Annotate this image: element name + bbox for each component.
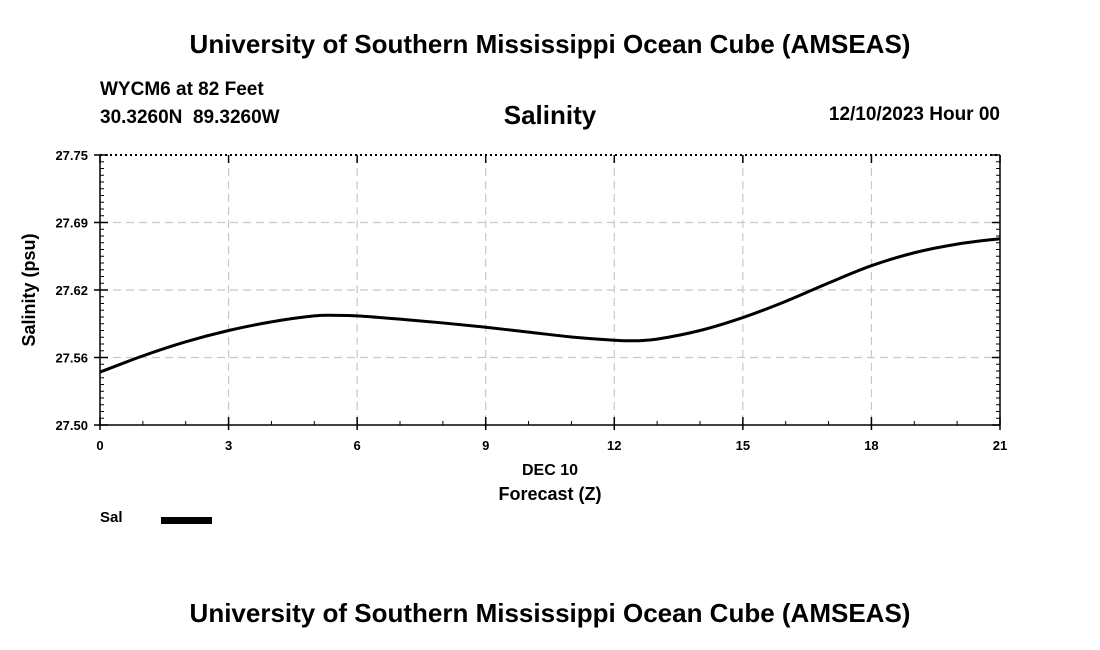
legend-line-swatch <box>161 517 212 524</box>
station-name: WYCM6 at 82 Feet <box>100 79 264 100</box>
x-tick-label: 12 <box>607 438 621 453</box>
x-tick-label: 6 <box>354 438 361 453</box>
x-tick-label: 9 <box>482 438 489 453</box>
x-tick-label: 21 <box>993 438 1007 453</box>
x-axis-date-label: DEC 10 <box>522 462 578 479</box>
x-tick-label: 0 <box>96 438 103 453</box>
y-tick-label: 27.62 <box>55 283 88 298</box>
legend-label: Sal <box>100 509 123 526</box>
forecast-datetime: 12/10/2023 Hour 00 <box>828 104 1000 125</box>
y-tick-label: 27.75 <box>55 148 88 163</box>
y-tick-label: 27.56 <box>55 351 88 366</box>
footer-title: University of Southern Mississippi Ocean… <box>189 598 911 628</box>
x-tick-label: 18 <box>864 438 878 453</box>
y-axis-title: Salinity (psu) <box>19 233 39 346</box>
x-tick-label: 15 <box>736 438 750 453</box>
chart-title: University of Southern Mississippi Ocean… <box>189 29 911 59</box>
series-line-sal <box>99 237 1001 374</box>
x-axis-title: Forecast (Z) <box>498 484 601 504</box>
variable-title: Salinity <box>503 100 597 130</box>
x-tick-label: 3 <box>225 438 232 453</box>
y-tick-label: 27.69 <box>55 216 88 231</box>
station-info: WYCM6 at 82 Feet 30.3260N 89.3260W <box>100 76 280 132</box>
y-tick-label: 27.50 <box>55 418 88 433</box>
station-coordinates: 30.3260N 89.3260W <box>100 107 280 128</box>
